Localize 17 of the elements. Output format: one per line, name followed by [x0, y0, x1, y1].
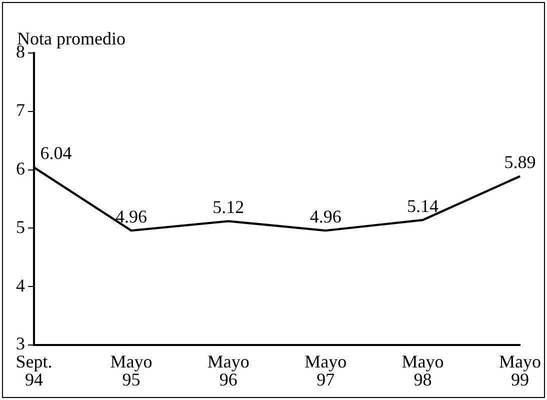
data-label: 4.96 [310, 206, 342, 226]
x-tick-label: Mayo 96 [207, 352, 250, 390]
x-tick-label: Sept. 94 [16, 352, 52, 390]
x-tick-label: Mayo 97 [304, 352, 347, 390]
data-label: 4.96 [115, 206, 147, 226]
y-tick-label: 3 [16, 334, 25, 354]
data-label: 5.12 [212, 196, 244, 217]
data-label: 5.89 [504, 152, 536, 172]
x-tick-label: Mayo 99 [499, 352, 542, 390]
y-tick-label: 5 [16, 216, 25, 237]
data-label: 6.04 [40, 143, 72, 164]
x-tick-label: Mayo 98 [402, 352, 444, 390]
y-tick-label: 4 [16, 275, 25, 296]
y-tick-label: 6 [16, 158, 25, 179]
x-tick-label: Mayo 95 [110, 352, 152, 390]
data-label: 5.14 [407, 196, 439, 216]
y-tick-label: 7 [16, 100, 25, 120]
